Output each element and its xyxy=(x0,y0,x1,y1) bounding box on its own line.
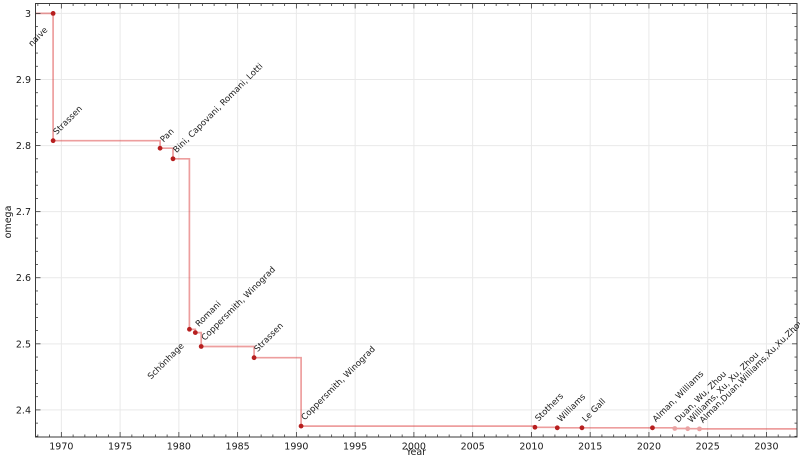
data-point xyxy=(50,138,56,144)
grid-lines xyxy=(35,3,797,437)
x-tick-label: 1975 xyxy=(108,442,132,453)
x-tick-label: 2000 xyxy=(402,442,426,453)
x-tick-label: 2010 xyxy=(519,442,543,453)
data-point xyxy=(672,426,678,431)
y-tick-label: 2.6 xyxy=(16,273,31,284)
x-tick-label: 2025 xyxy=(696,442,720,453)
x-tick-label: 2020 xyxy=(637,442,661,453)
y-tick-label: 2.9 xyxy=(16,75,31,86)
x-tick-label: 1990 xyxy=(284,442,308,453)
data-point xyxy=(554,425,560,431)
y-tick-label: 3 xyxy=(25,9,31,20)
omega-step-line xyxy=(35,12,797,430)
x-tick-label: 1970 xyxy=(49,442,73,453)
point-label: Strassen xyxy=(52,104,85,137)
x-axis-title: Year xyxy=(405,447,426,458)
x-tick-label: 2005 xyxy=(461,442,485,453)
data-point xyxy=(685,426,691,432)
point-label: Coppersmith, Winograd xyxy=(300,345,378,423)
data-point xyxy=(170,156,176,162)
point-label: naive xyxy=(27,25,50,48)
data-point xyxy=(579,425,585,431)
data-point xyxy=(251,355,257,361)
axes-and-ticks: 1970 1975 1980 1985 1990 1995 2000 2005 2010 2015… xyxy=(16,3,798,453)
point-label: Bini, Capovani, Romani, Lotti xyxy=(172,62,266,156)
data-point xyxy=(192,330,198,335)
data-point xyxy=(50,11,56,16)
x-tick-label: 1980 xyxy=(167,442,191,453)
point-label: Alman,Duan,Williams,Xu,Xu,Zhou xyxy=(698,317,800,425)
data-point xyxy=(532,424,538,430)
y-axis-title: omega xyxy=(3,206,14,239)
point-label: Williams, Xu, Xu, Zhou xyxy=(686,350,761,425)
x-tick-label: 2030 xyxy=(754,442,778,453)
plot-border xyxy=(35,3,798,438)
data-point xyxy=(157,145,163,151)
data-point xyxy=(198,344,204,349)
y-tick-label: 2.8 xyxy=(16,141,31,152)
point-label: Schönhage xyxy=(146,341,186,381)
x-tick-label: 1995 xyxy=(343,442,367,453)
x-tick-label: 2015 xyxy=(578,442,602,453)
data-point xyxy=(298,423,304,429)
x-tick-label: 1985 xyxy=(226,442,250,453)
y-tick-label: 2.5 xyxy=(16,339,31,350)
point-label: Strassen xyxy=(253,321,286,354)
y-tick-label: 2.7 xyxy=(16,207,31,218)
data-point xyxy=(697,426,702,432)
y-tick-label: 2.4 xyxy=(16,405,31,416)
point-label: Pan xyxy=(159,127,177,145)
data-point xyxy=(650,425,655,431)
step-line-series xyxy=(35,11,797,432)
data-point xyxy=(187,326,192,332)
